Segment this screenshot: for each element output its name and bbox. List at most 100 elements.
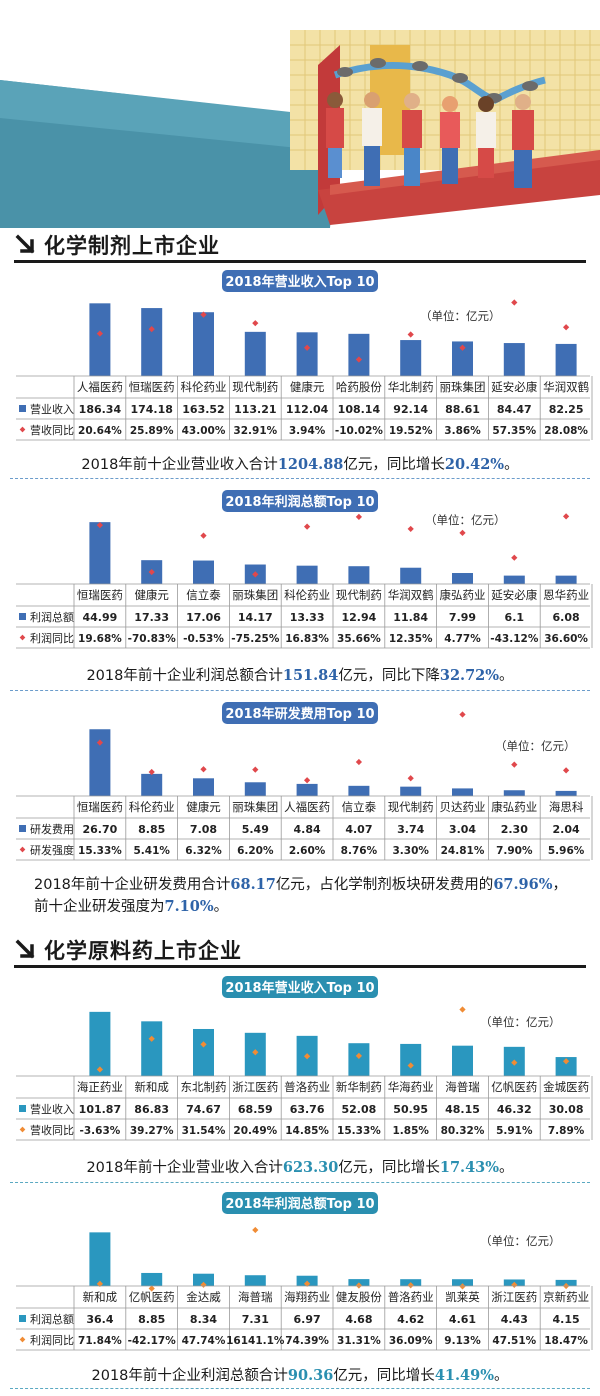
dot-健康元: [303, 344, 311, 351]
bar-哈药股份: [348, 333, 370, 376]
growth-label: 5.41%: [133, 845, 170, 857]
value-label: 12.94: [342, 611, 377, 624]
category-label: 信立泰: [342, 800, 377, 814]
chart-svg: 2018年营业收入Top 10 （单位：亿元） 人福医药 186.34 20.64% 恒瑞…: [16, 270, 593, 441]
category-label: 海翔药业: [284, 1290, 330, 1304]
value-label: 86.83: [134, 1103, 169, 1116]
growth-label: 5.96%: [548, 845, 585, 857]
chart-title-pill: [222, 702, 378, 724]
dot-信立泰: [200, 532, 207, 539]
dot-康弘药业: [511, 761, 518, 768]
data-table: 海正药业 101.87 -3.63% 新和成 86.83 39.27% 东北制药 74.67 3…: [16, 1075, 593, 1141]
value-label: 88.61: [445, 403, 480, 416]
hero-illustration: [0, 30, 600, 228]
dot-科伦药业: [303, 523, 311, 530]
bar-康弘药业: [452, 573, 473, 584]
value-label: 7.08: [190, 823, 217, 836]
growth-label: 8.76%: [341, 845, 378, 857]
category-label: 浙江医药: [491, 1290, 537, 1304]
category-label: 海普瑞: [238, 1290, 273, 1304]
chart-svg: 2018年研发费用Top 10 （单位：亿元） 恒瑞医药 26.70 15.33% 科伦药…: [16, 702, 593, 861]
growth-label: 19.52%: [389, 425, 433, 437]
bar-新华制药: [348, 1043, 370, 1076]
value-label: 30.08: [549, 1103, 584, 1116]
growth-label: 14.85%: [285, 1125, 329, 1137]
chart-title: 2018年利润总额Top 10: [225, 494, 374, 510]
value-label: 6.08: [553, 611, 580, 624]
dot-海普瑞: [459, 1006, 466, 1013]
growth-label: 6.20%: [237, 845, 274, 857]
growth-label: -0.53%: [183, 633, 224, 645]
chart-title: 2018年利润总额Top 10: [225, 1196, 374, 1212]
growth-label: 32.91%: [233, 425, 277, 437]
category-label: 贝达药业: [440, 800, 486, 814]
bar-恒瑞医药: [89, 522, 111, 584]
dot-海普瑞: [252, 1226, 259, 1234]
category-label: 现代制药: [336, 588, 382, 602]
value-label: 82.25: [549, 403, 584, 416]
category-label: 健康元: [290, 380, 325, 394]
value-label: 11.84: [393, 611, 428, 624]
bar-凯莱英: [452, 1279, 473, 1286]
value-label: 14.17: [238, 611, 273, 624]
unit-label: （单位：亿元）: [420, 309, 501, 323]
dot-华北制药: [407, 331, 414, 338]
bar-科伦药业: [296, 565, 318, 584]
dot-亿帆医药: [511, 1059, 518, 1066]
dot-延安必康: [511, 554, 518, 561]
data-table: 恒瑞医药 26.70 15.33% 科伦药业 8.85 5.41% 健康元 7.08 6.32%…: [16, 795, 593, 861]
growth-label: 31.31%: [337, 1335, 381, 1347]
bar-金达威: [193, 1273, 214, 1286]
growth-label: 3.30%: [392, 845, 429, 857]
dot-丽珠集团: [252, 766, 259, 773]
value-label: 46.32: [497, 1103, 532, 1116]
category-label: 信立泰: [186, 588, 221, 602]
value-label: 6.1: [505, 611, 525, 624]
row-label: 营收同比: [30, 1123, 74, 1137]
category-label: 健康元: [134, 588, 169, 602]
row-label: 利润总额: [30, 1312, 74, 1326]
chart-revenue-api: 2018年营业收入Top 10 （单位：亿元） 海正药业 101.87 -3.63% 新和…: [0, 974, 600, 1152]
value-label: 92.14: [393, 403, 428, 416]
dot-康弘药业: [459, 529, 466, 536]
value-label: 163.52: [182, 403, 224, 416]
row-label: 营收同比: [30, 423, 74, 437]
bar-恩华药业: [555, 575, 577, 584]
growth-label: 20.64%: [78, 425, 122, 437]
bar-现代制药: [348, 566, 370, 584]
row-label: 利润同比: [30, 1333, 74, 1347]
dashed-separator: [10, 478, 590, 479]
growth-label: -75.25%: [231, 633, 280, 645]
bar-现代制药: [400, 786, 422, 796]
category-label: 健友股份: [336, 1290, 382, 1304]
bar-金城医药: [555, 1057, 577, 1076]
dot-海思科: [562, 767, 570, 774]
category-label: 华润双鹤: [543, 380, 589, 394]
bar-新和成: [141, 1021, 163, 1076]
bar-东北制药: [193, 1028, 214, 1076]
dot-海正药业: [96, 1066, 104, 1073]
growth-label: 7.90%: [496, 845, 533, 857]
bar-新和成: [89, 1232, 111, 1286]
value-label: 4.61: [449, 1313, 476, 1326]
growth-label: -3.63%: [80, 1125, 121, 1137]
growth-label: 43.00%: [182, 425, 226, 437]
dot-东北制药: [200, 1041, 207, 1048]
value-label: 8.34: [190, 1313, 217, 1326]
category-label: 现代制药: [232, 380, 278, 394]
category-label: 科伦药业: [181, 380, 227, 394]
value-label: 17.06: [186, 611, 221, 624]
growth-label: 15.33%: [337, 1125, 381, 1137]
bar-华润双鹤: [400, 567, 422, 584]
bar-海普瑞: [452, 1045, 473, 1076]
value-label: 2.30: [501, 823, 528, 836]
section-header-chem-formulation: 化学制剂上市企业: [14, 230, 220, 260]
growth-label: 47.51%: [492, 1335, 536, 1347]
chart-title: 2018年研发费用Top 10: [225, 706, 374, 722]
bar-恒瑞医药: [141, 308, 163, 376]
bar-华润双鹤: [555, 343, 577, 376]
growth-label: 36.09%: [389, 1335, 433, 1347]
growth-label: 47.74%: [182, 1335, 226, 1347]
value-label: 174.18: [130, 403, 172, 416]
category-label: 普洛药业: [284, 1080, 330, 1094]
